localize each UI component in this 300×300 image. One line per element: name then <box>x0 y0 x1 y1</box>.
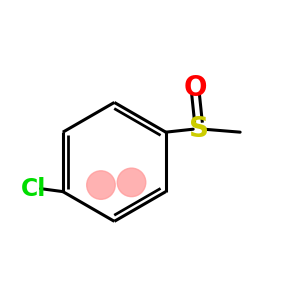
Circle shape <box>87 171 115 199</box>
Circle shape <box>117 168 146 197</box>
Text: S: S <box>188 115 208 143</box>
Text: O: O <box>184 74 207 102</box>
Text: Cl: Cl <box>20 177 46 201</box>
